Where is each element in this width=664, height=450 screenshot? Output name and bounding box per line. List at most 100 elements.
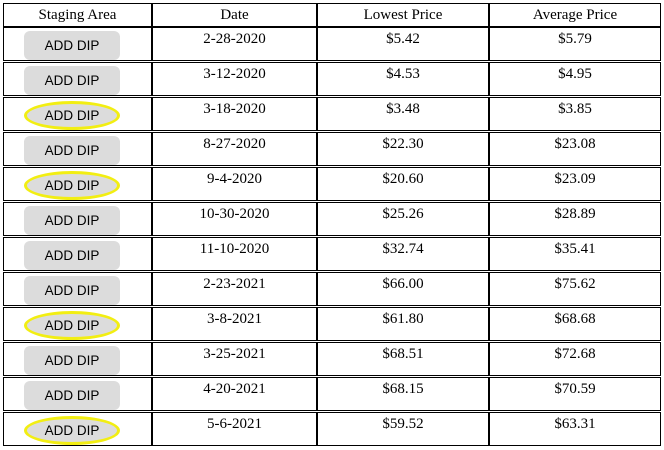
- add-dip-button[interactable]: ADD DIP: [24, 66, 120, 95]
- date-cell-text: 9-4-2020: [207, 171, 262, 187]
- date-cell-text: 8-27-2020: [203, 136, 266, 152]
- lowest-price-cell-text: $68.51: [382, 346, 424, 362]
- add-dip-button[interactable]: ADD DIP: [24, 276, 120, 305]
- date-cell: 3-12-2020: [152, 62, 317, 96]
- table-row: ADD DIP 3-8-2021 $61.80 $68.68: [3, 307, 661, 341]
- add-dip-button-highlighted[interactable]: ADD DIP: [24, 416, 120, 445]
- average-price-cell: $68.68: [489, 307, 661, 341]
- lowest-price-cell: $66.00: [317, 272, 489, 306]
- date-cell-text: 3-12-2020: [203, 66, 266, 82]
- date-cell: 3-8-2021: [152, 307, 317, 341]
- average-price-cell: $23.08: [489, 132, 661, 166]
- staging-area-cell: ADD DIP: [3, 272, 152, 306]
- add-dip-button[interactable]: ADD DIP: [24, 31, 120, 60]
- add-dip-button[interactable]: ADD DIP: [24, 206, 120, 235]
- staging-area-cell: ADD DIP: [3, 132, 152, 166]
- header-staging-area: Staging Area: [3, 3, 152, 27]
- lowest-price-cell-text: $3.48: [386, 101, 420, 117]
- date-cell-text: 2-23-2021: [203, 276, 266, 292]
- table-row: ADD DIP 5-6-2021 $59.52 $63.31: [3, 412, 661, 446]
- lowest-price-cell-text: $22.30: [382, 136, 424, 152]
- date-cell: 3-25-2021: [152, 342, 317, 376]
- staging-area-cell: ADD DIP: [3, 167, 152, 201]
- average-price-cell: $3.85: [489, 97, 661, 131]
- date-cell-text: 4-20-2021: [203, 381, 266, 397]
- average-price-cell: $5.79: [489, 27, 661, 61]
- staging-area-cell: ADD DIP: [3, 97, 152, 131]
- table-row: ADD DIP 3-12-2020 $4.53 $4.95: [3, 62, 661, 96]
- date-cell-text: 10-30-2020: [199, 206, 270, 222]
- table-row: ADD DIP 3-18-2020 $3.48 $3.85: [3, 97, 661, 131]
- staging-area-cell: ADD DIP: [3, 62, 152, 96]
- average-price-cell: $35.41: [489, 237, 661, 271]
- staging-area-cell: ADD DIP: [3, 377, 152, 411]
- lowest-price-cell-text: $59.52: [382, 416, 424, 432]
- add-dip-button[interactable]: ADD DIP: [24, 346, 120, 375]
- staging-area-cell: ADD DIP: [3, 237, 152, 271]
- add-dip-button-highlighted[interactable]: ADD DIP: [24, 171, 120, 200]
- average-price-cell-text: $4.95: [558, 66, 592, 82]
- average-price-cell: $63.31: [489, 412, 661, 446]
- average-price-cell-text: $70.59: [554, 381, 596, 397]
- average-price-cell-text: $23.08: [554, 136, 596, 152]
- add-dip-button[interactable]: ADD DIP: [24, 136, 120, 165]
- date-cell-text: 3-18-2020: [203, 101, 266, 117]
- average-price-cell-text: $5.79: [558, 31, 592, 47]
- staging-area-cell: ADD DIP: [3, 307, 152, 341]
- table-row: ADD DIP 8-27-2020 $22.30 $23.08: [3, 132, 661, 166]
- lowest-price-cell-text: $32.74: [382, 241, 424, 257]
- lowest-price-cell: $3.48: [317, 97, 489, 131]
- lowest-price-cell: $22.30: [317, 132, 489, 166]
- add-dip-button[interactable]: ADD DIP: [24, 381, 120, 410]
- date-cell-text: 3-8-2021: [207, 311, 262, 327]
- average-price-cell: $23.09: [489, 167, 661, 201]
- table-row: ADD DIP 3-25-2021 $68.51 $72.68: [3, 342, 661, 376]
- table-row: ADD DIP 11-10-2020 $32.74 $35.41: [3, 237, 661, 271]
- lowest-price-cell-text: $4.53: [386, 66, 420, 82]
- add-dip-button[interactable]: ADD DIP: [24, 241, 120, 270]
- lowest-price-cell: $68.51: [317, 342, 489, 376]
- average-price-cell: $72.68: [489, 342, 661, 376]
- table-row: ADD DIP 2-23-2021 $66.00 $75.62: [3, 272, 661, 306]
- lowest-price-cell: $25.26: [317, 202, 489, 236]
- date-cell-text: 11-10-2020: [199, 241, 270, 257]
- date-cell: 2-28-2020: [152, 27, 317, 61]
- staging-area-cell: ADD DIP: [3, 27, 152, 61]
- average-price-cell-text: $75.62: [554, 276, 596, 292]
- average-price-cell-text: $63.31: [554, 416, 596, 432]
- average-price-cell-text: $35.41: [554, 241, 596, 257]
- date-cell: 2-23-2021: [152, 272, 317, 306]
- lowest-price-cell: $32.74: [317, 237, 489, 271]
- average-price-cell: $70.59: [489, 377, 661, 411]
- header-row: Staging Area Date Lowest Price Average P…: [3, 3, 661, 27]
- lowest-price-cell-text: $66.00: [382, 276, 424, 292]
- header-average-price: Average Price: [489, 3, 661, 27]
- average-price-cell-text: $3.85: [558, 101, 592, 117]
- staging-area-cell: ADD DIP: [3, 412, 152, 446]
- lowest-price-cell-text: $20.60: [382, 171, 424, 187]
- table-row: ADD DIP 9-4-2020 $20.60 $23.09: [3, 167, 661, 201]
- lowest-price-cell: $5.42: [317, 27, 489, 61]
- staging-area-cell: ADD DIP: [3, 202, 152, 236]
- header-lowest-price: Lowest Price: [317, 3, 489, 27]
- table-body: ADD DIP 2-28-2020 $5.42 $5.79 ADD DIP 3-12-20…: [3, 27, 661, 446]
- average-price-cell-text: $68.68: [554, 311, 596, 327]
- average-price-cell-text: $72.68: [554, 346, 596, 362]
- add-dip-button-highlighted[interactable]: ADD DIP: [24, 101, 120, 130]
- lowest-price-cell: $61.80: [317, 307, 489, 341]
- lowest-price-cell: $59.52: [317, 412, 489, 446]
- average-price-cell: $28.89: [489, 202, 661, 236]
- staging-area-cell: ADD DIP: [3, 342, 152, 376]
- date-cell: 9-4-2020: [152, 167, 317, 201]
- lowest-price-cell-text: $25.26: [382, 206, 424, 222]
- average-price-cell: $75.62: [489, 272, 661, 306]
- date-cell-text: 3-25-2021: [203, 346, 266, 362]
- lowest-price-cell: $20.60: [317, 167, 489, 201]
- date-cell: 3-18-2020: [152, 97, 317, 131]
- average-price-cell-text: $28.89: [554, 206, 596, 222]
- header-date: Date: [152, 3, 317, 27]
- date-cell: 8-27-2020: [152, 132, 317, 166]
- add-dip-button-highlighted[interactable]: ADD DIP: [24, 311, 120, 340]
- average-price-cell: $4.95: [489, 62, 661, 96]
- table-row: ADD DIP 10-30-2020 $25.26 $28.89: [3, 202, 661, 236]
